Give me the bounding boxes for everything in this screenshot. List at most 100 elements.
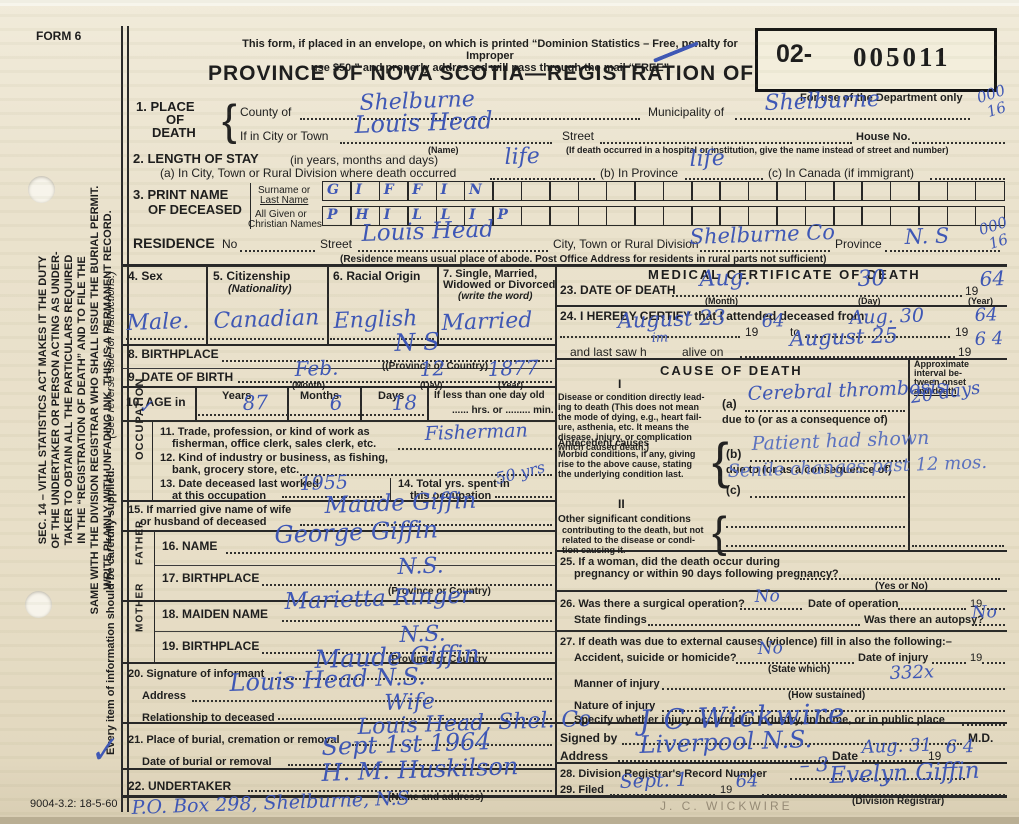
street-label: Street [562, 129, 595, 143]
injury-date-label: Date of injury [858, 652, 929, 664]
serial-prefix: 02- [776, 40, 813, 68]
division-registrar-signature: Evelyn Giffin [829, 757, 980, 790]
letter-cell: I [435, 181, 466, 201]
municipality-label: Municipality of [648, 105, 725, 119]
s1-label: OF [166, 112, 185, 127]
month-note: (Month) [292, 380, 325, 390]
letter-value: I [383, 207, 391, 223]
sex-label: 4. Sex [128, 269, 163, 283]
lead-line: the mode of dying, e.g., heart fail- [558, 412, 702, 422]
lead-line: disease, injury, or complication [558, 432, 692, 442]
letter-cell: F [407, 181, 438, 201]
letter-cell [577, 181, 608, 201]
letter-cell: L [435, 206, 466, 226]
months-label: Months [300, 390, 340, 402]
letter-value: L [412, 207, 423, 223]
letter-cell [747, 206, 778, 226]
days-label: Days [378, 390, 405, 402]
letter-cell [520, 206, 551, 226]
s2a-label: (a) In City, Town or Rural Division wher… [160, 166, 457, 180]
letter-cell [861, 181, 892, 201]
month-note: (Month) [705, 296, 738, 306]
letter-cell [776, 181, 807, 201]
s2b-label: (b) In Province [600, 166, 679, 180]
letter-cell: G [322, 181, 352, 201]
form-print-code: 9004-3.2: 18-5-60 [30, 798, 118, 810]
citizenship-label: 5. Citizenship [213, 269, 291, 283]
marital-label: 7. Single, Married, [443, 268, 538, 280]
s3-title: 3. PRINT NAME [133, 187, 229, 202]
marital-label: Widowed or Divorced [443, 279, 556, 291]
letter-cell [577, 206, 608, 226]
letter-cell [691, 181, 721, 201]
interval-h: Approximate [914, 359, 970, 369]
operation-date-label: Date of operation [808, 598, 899, 610]
alive-on-label: alive on [682, 345, 724, 359]
record-number-label: 28. Division Registrar's Record Number [560, 768, 767, 780]
residence-no-label: No [222, 237, 238, 251]
letter-cell [605, 181, 636, 201]
md-label: M.D. [968, 731, 994, 745]
cause-title: CAUSE OF DEATH [660, 363, 803, 378]
letter-cell [804, 181, 835, 201]
lead-line: ing to death (This does not mean [558, 402, 700, 412]
residence-note: (Residence means usual place of abode. P… [340, 254, 827, 265]
letter-cell: P [492, 206, 523, 226]
father-birthplace-label: 17. BIRTHPLACE [162, 571, 260, 585]
lead-line: which caused death.) [558, 442, 650, 452]
letter-value: H [355, 207, 369, 223]
year-prefix: 19 [955, 325, 969, 339]
year-note: (Year) [498, 380, 524, 390]
s2-subtitle: (in years, months and days) [290, 153, 439, 167]
scan-edge-bottom [0, 817, 1019, 824]
part-two: II [618, 497, 625, 511]
ante-line: Morbid conditions, if any, giving [558, 449, 696, 459]
letter-cell [662, 181, 693, 201]
s25-label: 25. If a woman, did the death occur duri… [560, 556, 781, 568]
punch-hole [25, 591, 52, 618]
letter-cell [549, 181, 580, 201]
letter-cell [492, 181, 523, 201]
due-to-label: due to (or as a consequence of) [722, 414, 888, 426]
informant-label: 20. Signature of informant [128, 668, 265, 680]
year-prefix: 19 [958, 345, 972, 359]
letter-cell [861, 206, 892, 226]
letter-cell: F [378, 181, 409, 201]
letter-value: I [355, 182, 362, 198]
birthplace-label: 8. BIRTHPLACE [128, 347, 219, 361]
lead-line: Disease or condition directly lead- [558, 392, 705, 402]
s15-label: 15. If married give name of wife [128, 504, 292, 516]
yes-no-note: (Yes or No) [875, 581, 928, 592]
other-line: tion causing it. [562, 545, 626, 555]
letter-cell [662, 206, 693, 226]
given-names-label: Christian Names [248, 219, 322, 230]
name-note: (Name) [428, 145, 459, 155]
s11-label: fisherman, office clerk, sales clerk, et… [172, 438, 377, 450]
letter-cell [605, 206, 636, 226]
sign-year-value: 6 4 [945, 736, 975, 758]
accident-label: Accident, suicide or homicide? [574, 652, 737, 664]
letter-value: P [497, 207, 508, 223]
date-of-birth-label: 9. DATE OF BIRTH [128, 370, 234, 384]
letter-value: F [383, 182, 394, 198]
s13-label: at this occupation [172, 490, 267, 502]
s11-label: 11. Trade, profession, or kind of work a… [160, 426, 370, 438]
serial-number: 005011 [853, 42, 951, 72]
letter-cell: I [350, 181, 381, 201]
s2c-label: (c) In Canada (if immigrant) [768, 166, 915, 180]
envelope-note: This form, if placed in an envelope, on … [240, 38, 740, 74]
interval-header: Approximate interval be- tween onset and… [914, 360, 1004, 396]
letter-cell [549, 206, 580, 226]
specify-label: Specify whether injury occurred in Indus… [574, 714, 945, 726]
physician-address-value: Liverpool N.S. [639, 724, 813, 759]
s3-title: OF DECEASED [148, 202, 242, 217]
burial-place-label: 21. Place of burial, cremation or remova… [128, 734, 340, 746]
